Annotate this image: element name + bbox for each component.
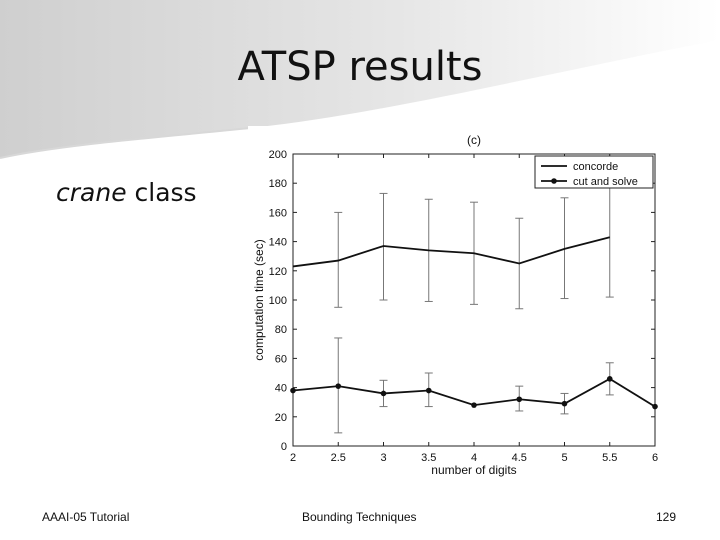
y-axis-label: computation time (sec) (252, 239, 266, 360)
data-point (380, 390, 387, 397)
y-tick-label: 20 (275, 412, 287, 424)
series-cut-and-solve (290, 337, 658, 434)
x-tick-label: 4.5 (512, 452, 527, 464)
data-point (516, 396, 523, 403)
x-axis-label: number of digits (431, 463, 516, 477)
data-point (606, 376, 613, 382)
y-tick-label: 100 (269, 295, 287, 307)
y-tick-label: 180 (269, 178, 287, 190)
x-tick-label: 5.5 (602, 452, 617, 464)
y-tick-label: 0 (281, 441, 287, 453)
footer-center: Bounding Techniques (302, 510, 417, 524)
data-point (471, 402, 477, 408)
background-swoosh (0, 0, 720, 159)
x-tick-label: 3 (380, 452, 386, 464)
legend-label: concorde (573, 161, 618, 173)
data-point (425, 387, 432, 394)
y-tick-label: 40 (275, 383, 287, 395)
y-tick-label: 120 (269, 266, 287, 278)
series-layer (290, 179, 658, 434)
x-tick-label: 6 (652, 452, 658, 464)
data-point (561, 400, 568, 407)
chart: (c) number of digits computation time (s… (248, 126, 668, 480)
x-tick-label: 4 (471, 452, 477, 464)
subtitle-rest: class (126, 178, 197, 207)
y-ticks: 0 20 40 60 80 100 120 140 160 180 200 (269, 149, 655, 453)
legend: concorde cut and solve (534, 155, 654, 189)
series-line-concorde (292, 236, 610, 268)
legend-label: cut and solve (573, 176, 638, 188)
data-point (652, 403, 658, 410)
page-number: 129 (656, 510, 677, 524)
x-tick-label: 3.5 (421, 452, 436, 464)
x-ticks: 2 2.5 3 3.5 4 4.5 5 5.5 6 (290, 154, 658, 464)
slide-title: ATSP results (237, 44, 483, 90)
data-point (335, 383, 342, 389)
legend-box (534, 155, 654, 189)
y-tick-label: 160 (269, 207, 287, 219)
subtitle-italic: crane (56, 178, 127, 207)
y-tick-label: 200 (269, 149, 287, 161)
chart-title: (c) (467, 133, 481, 147)
y-tick-label: 60 (275, 353, 287, 365)
series-concorde (292, 179, 614, 310)
data-point (290, 387, 296, 394)
x-tick-label: 2.5 (331, 452, 346, 464)
slide-subtitle: crane class (56, 178, 197, 207)
y-tick-label: 140 (269, 237, 287, 249)
legend-marker (551, 178, 557, 184)
x-tick-label: 2 (290, 452, 296, 464)
x-tick-label: 5 (561, 452, 567, 464)
footer-left: AAAI-05 Tutorial (42, 510, 130, 524)
y-tick-label: 80 (275, 324, 287, 336)
